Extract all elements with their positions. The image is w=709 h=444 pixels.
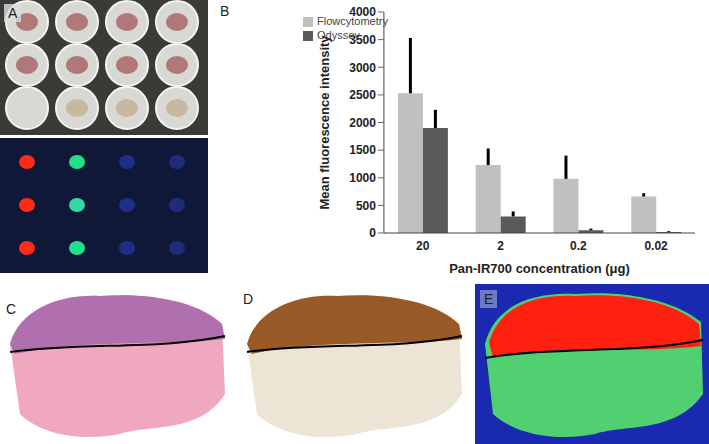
svg-text:1500: 1500	[349, 143, 376, 157]
svg-text:3500: 3500	[349, 33, 376, 47]
html-text:Flowcytometry: Flowcytometry	[317, 15, 388, 27]
svg-text:2500: 2500	[349, 88, 376, 102]
svg-text:0.2: 0.2	[570, 239, 587, 253]
svg-text:0: 0	[369, 226, 376, 240]
html-text:A: A	[8, 5, 18, 21]
html-text:C: C	[6, 301, 17, 317]
html-text:Odyssey: Odyssey	[317, 29, 360, 41]
svg-text:0.02: 0.02	[644, 239, 668, 253]
svg-text:3000: 3000	[349, 61, 376, 75]
svg-text:20: 20	[416, 239, 430, 253]
svg-text:4000: 4000	[349, 5, 376, 19]
svg-text:2000: 2000	[349, 116, 376, 130]
svg-text:2: 2	[497, 239, 504, 253]
html-text:B: B	[220, 3, 230, 19]
html-text:E: E	[484, 291, 494, 307]
svg-text:Mean fluorescence intensity: Mean fluorescence intensity	[317, 35, 332, 210]
svg-text:Pan-IR700 concentration (μg): Pan-IR700 concentration (μg)	[449, 261, 630, 276]
svg-text:500: 500	[356, 199, 376, 213]
svg-text:1000: 1000	[349, 171, 376, 185]
html-text:D: D	[243, 291, 254, 307]
